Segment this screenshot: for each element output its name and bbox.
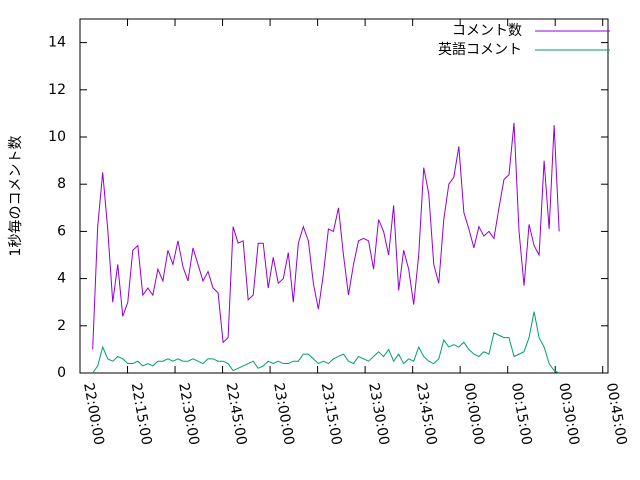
y-tick-label: 14 <box>48 35 66 51</box>
legend-label: 英語コメント <box>438 41 522 58</box>
y-tick-label: 6 <box>57 223 66 239</box>
plot-border <box>79 18 609 374</box>
y-axis-label: 1秒毎のコメント数 <box>8 136 24 257</box>
y-tick-label: 12 <box>48 82 66 98</box>
legend-label: コメント数 <box>452 23 522 39</box>
y-tick-label: 2 <box>57 318 66 334</box>
series-line <box>92 311 560 374</box>
y-tick-label: 0 <box>57 365 66 381</box>
y-tick-label: 10 <box>48 129 66 145</box>
y-tick-label: 8 <box>57 176 66 192</box>
series-line <box>92 122 560 350</box>
y-tick-label: 4 <box>57 271 66 287</box>
